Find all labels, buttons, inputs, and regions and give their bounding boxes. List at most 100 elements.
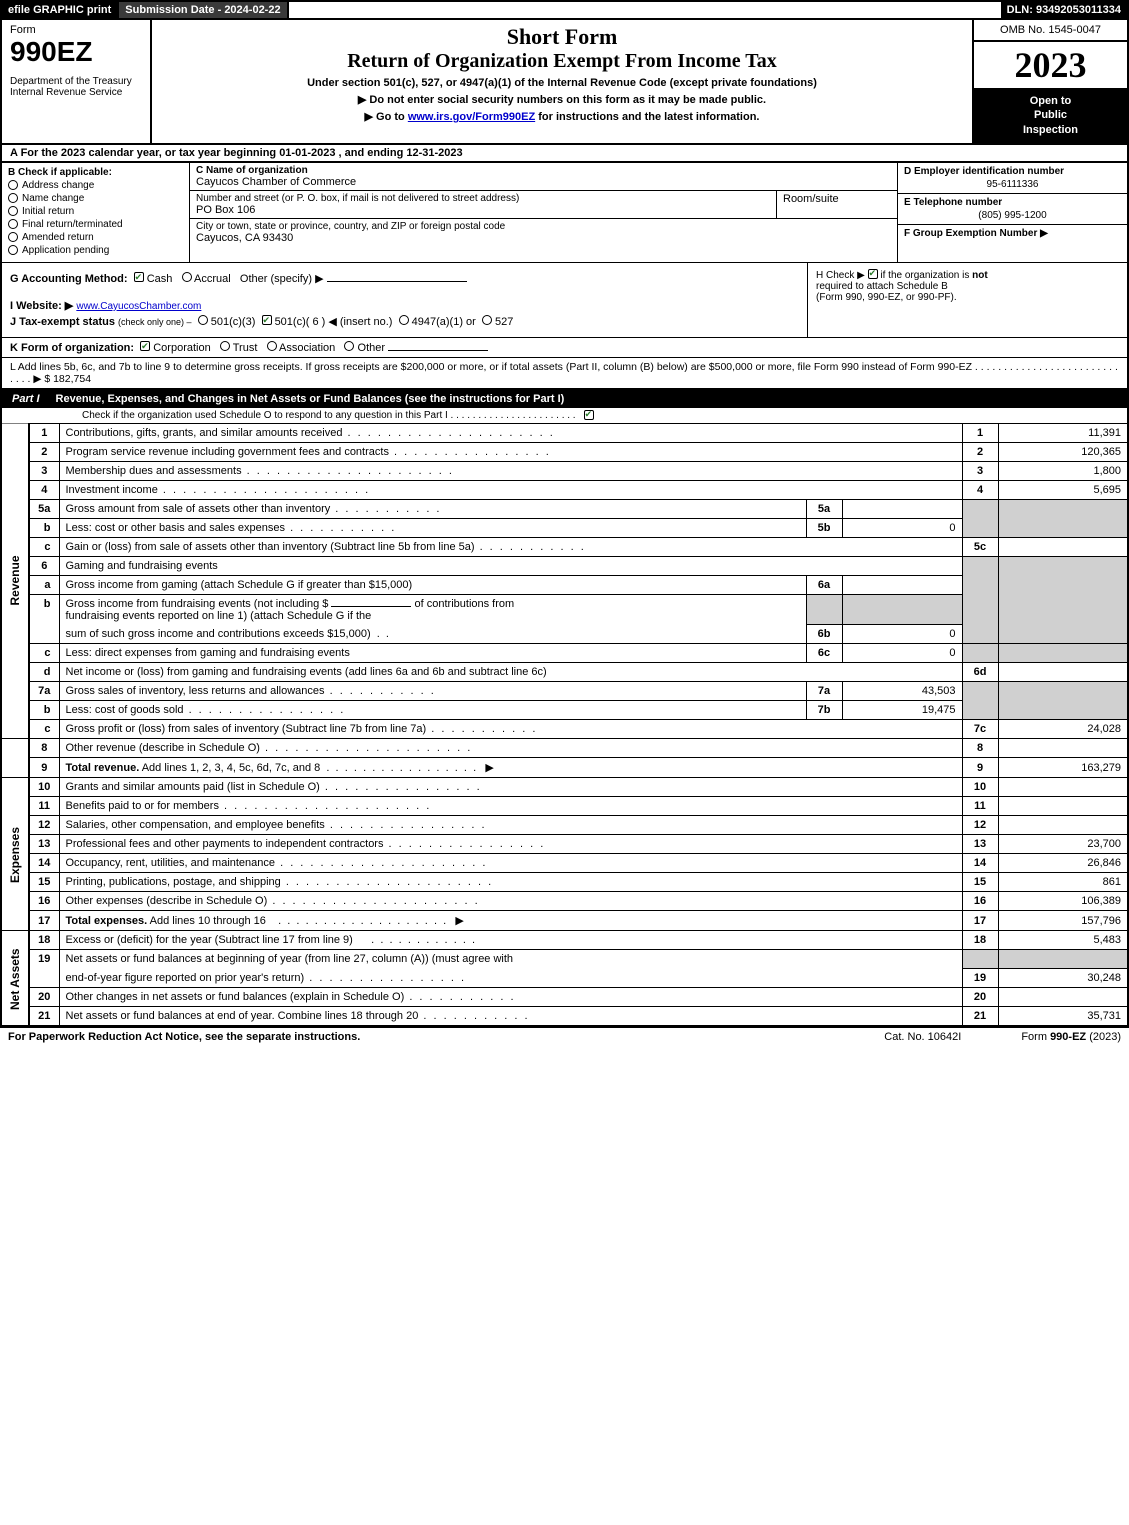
open-line3: Inspection	[978, 123, 1123, 137]
rtn-11: 11	[962, 797, 998, 816]
phone-row: E Telephone number (805) 995-1200	[898, 194, 1127, 225]
rtn-4: 4	[962, 480, 998, 499]
rtn-7c: 7c	[962, 720, 998, 739]
website-link[interactable]: www.CayucosChamber.com	[76, 301, 201, 312]
rtv-1: 11,391	[998, 423, 1128, 442]
chk-schedule-o[interactable]	[584, 410, 594, 420]
chk-application-pending-label: Application pending	[22, 245, 109, 256]
footer-right-pre: Form	[1021, 1031, 1050, 1043]
desc-12: Salaries, other compensation, and employ…	[59, 816, 962, 835]
rtv-11	[998, 797, 1128, 816]
part-1-label: Part I	[2, 390, 50, 408]
section-b-header: B Check if applicable:	[8, 167, 183, 178]
ein-value: 95-6111336	[904, 179, 1121, 190]
chk-accrual[interactable]	[182, 272, 192, 282]
section-b-checkboxes: B Check if applicable: Address change Na…	[2, 163, 190, 262]
ln-7b: b	[29, 701, 59, 720]
city-label: City or town, state or province, country…	[196, 221, 891, 232]
ln-2: 2	[29, 442, 59, 461]
dln-label: DLN: 93492053011334	[1001, 2, 1127, 18]
chk-initial-return[interactable]: Initial return	[8, 206, 183, 217]
chk-amended-return[interactable]: Amended return	[8, 232, 183, 243]
chk-4947[interactable]	[399, 315, 409, 325]
ln-15: 15	[29, 873, 59, 892]
desc-6: Gaming and fundraising events	[59, 556, 962, 575]
chk-association[interactable]	[267, 341, 277, 351]
desc-20: Other changes in net assets or fund bala…	[59, 987, 962, 1006]
top-bar: efile GRAPHIC print Submission Date - 20…	[0, 0, 1129, 20]
ln-6a: a	[29, 575, 59, 594]
k-o2: Trust	[233, 342, 258, 354]
g-accrual: Accrual	[194, 273, 231, 285]
under-section-text: Under section 501(c), 527, or 4947(a)(1)…	[160, 77, 964, 89]
chk-527[interactable]	[482, 315, 492, 325]
desc-15: Printing, publications, postage, and shi…	[59, 873, 962, 892]
rtv-6d	[998, 663, 1128, 682]
rtv-13: 23,700	[998, 835, 1128, 854]
rtv-16: 106,389	[998, 892, 1128, 911]
j-o4: 527	[495, 316, 513, 328]
form-header: Form 990EZ Department of the Treasury In…	[0, 20, 1129, 145]
rtn-16: 16	[962, 892, 998, 911]
title-short-form: Short Form	[160, 24, 964, 50]
part-1-header: Part I Revenue, Expenses, and Changes in…	[0, 390, 1129, 408]
ln-3: 3	[29, 461, 59, 480]
side-label-revenue: Revenue	[1, 423, 29, 739]
ln-6d: d	[29, 663, 59, 682]
chk-other-org[interactable]	[344, 341, 354, 351]
city-value: Cayucos, CA 93430	[196, 232, 891, 244]
irs-link[interactable]: www.irs.gov/Form990EZ	[408, 111, 535, 123]
chk-address-change-label: Address change	[22, 180, 94, 191]
rtv-7c: 24,028	[998, 720, 1128, 739]
rtv-18: 5,483	[998, 931, 1128, 950]
page-footer: For Paperwork Reduction Act Notice, see …	[0, 1027, 1129, 1046]
chk-address-change[interactable]: Address change	[8, 180, 183, 191]
chk-501c3[interactable]	[198, 315, 208, 325]
ln-20: 20	[29, 987, 59, 1006]
footer-catno: Cat. No. 10642I	[884, 1031, 961, 1043]
desc-13: Professional fees and other payments to …	[59, 835, 962, 854]
chk-cash[interactable]	[134, 272, 144, 282]
rtv-15: 861	[998, 873, 1128, 892]
rtn-2: 2	[962, 442, 998, 461]
desc-5a: Gross amount from sale of assets other t…	[59, 499, 806, 518]
in-6c: 6c	[806, 644, 842, 663]
j-o1: 501(c)(3)	[211, 316, 256, 328]
org-name-row: C Name of organization Cayucos Chamber o…	[190, 163, 897, 191]
section-c-org-info: C Name of organization Cayucos Chamber o…	[190, 163, 897, 262]
footer-formref: Form 990-EZ (2023)	[1021, 1031, 1121, 1043]
k-o1: Corporation	[153, 342, 210, 354]
chk-schedule-b[interactable]	[868, 269, 878, 279]
grey-6b-top	[806, 594, 842, 625]
line-k: K Form of organization: Corporation Trus…	[0, 337, 1129, 357]
desc-6b-1: Gross income from fundraising events (no…	[66, 598, 329, 610]
grey-19-v	[998, 950, 1128, 969]
footer-right-form: 990-EZ	[1050, 1031, 1086, 1043]
desc-9: Total revenue. Total revenue. Add lines …	[59, 758, 962, 778]
form-title-block: Short Form Return of Organization Exempt…	[152, 20, 972, 143]
j-o3: 4947(a)(1) or	[412, 316, 476, 328]
rtn-19: 19	[962, 968, 998, 987]
iv-5b: 0	[842, 518, 962, 537]
efile-print-label[interactable]: efile GRAPHIC print	[2, 2, 119, 18]
desc-6b-2: of contributions from	[415, 598, 515, 610]
footer-paperwork: For Paperwork Reduction Act Notice, see …	[8, 1031, 360, 1043]
chk-final-return[interactable]: Final return/terminated	[8, 219, 183, 230]
ln-1: 1	[29, 423, 59, 442]
goto-suffix: for instructions and the latest informat…	[538, 111, 759, 123]
h-text2: if the organization is	[880, 270, 972, 281]
goto-prefix: ▶ Go to	[365, 111, 408, 123]
chk-name-change[interactable]: Name change	[8, 193, 183, 204]
open-line2: Public	[978, 108, 1123, 122]
in-7b: 7b	[806, 701, 842, 720]
form-number: 990EZ	[10, 36, 142, 68]
rtn-21: 21	[962, 1006, 998, 1026]
chk-application-pending[interactable]: Application pending	[8, 245, 183, 256]
chk-501c[interactable]	[262, 315, 272, 325]
chk-trust[interactable]	[220, 341, 230, 351]
chk-corporation[interactable]	[140, 341, 150, 351]
group-exemption-row: F Group Exemption Number ▶	[898, 225, 1127, 242]
group-exemption-label: F Group Exemption Number ▶	[904, 228, 1048, 239]
j-prefix: J Tax-exempt status	[10, 316, 115, 328]
line-l: L Add lines 5b, 6c, and 7b to line 9 to …	[0, 357, 1129, 390]
